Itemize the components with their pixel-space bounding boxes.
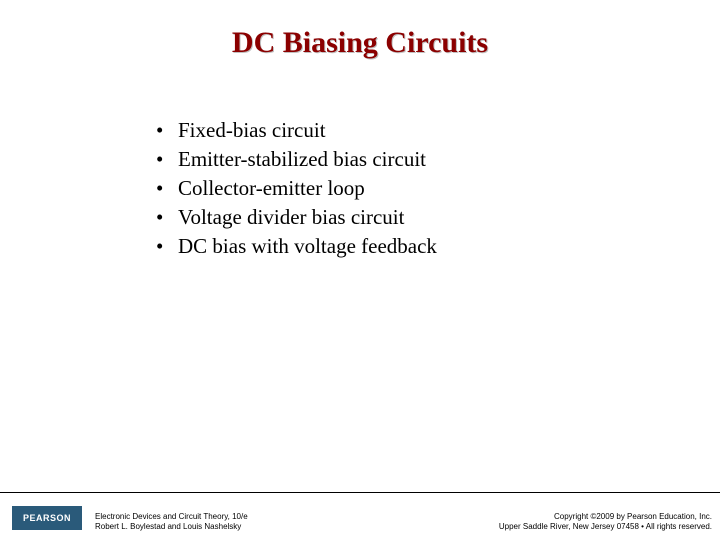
list-item: •DC bias with voltage feedback (156, 234, 437, 259)
credits-right-line1: Copyright ©2009 by Pearson Education, In… (499, 512, 712, 522)
list-item: •Voltage divider bias circuit (156, 205, 437, 230)
bullet-dot: • (156, 234, 178, 259)
credits-right-line2: Upper Saddle River, New Jersey 07458 • A… (499, 522, 712, 532)
bullet-list: •Fixed-bias circuit •Emitter-stabilized … (156, 118, 437, 263)
list-item: •Collector-emitter loop (156, 176, 437, 201)
list-item-label: Collector-emitter loop (178, 176, 365, 200)
slide-title: DC Biasing Circuits (0, 26, 720, 60)
list-item-label: Voltage divider bias circuit (178, 205, 404, 229)
pearson-logo: PEARSON (12, 506, 82, 530)
bullet-dot: • (156, 176, 178, 201)
credits-left: Electronic Devices and Circuit Theory, 1… (95, 512, 248, 532)
list-item-label: Fixed-bias circuit (178, 118, 326, 142)
bullet-dot: • (156, 118, 178, 143)
bullet-dot: • (156, 147, 178, 172)
list-item: •Emitter-stabilized bias circuit (156, 147, 437, 172)
footer: PEARSON Electronic Devices and Circuit T… (0, 492, 720, 540)
slide: DC Biasing Circuits •Fixed-bias circuit … (0, 0, 720, 540)
list-item: •Fixed-bias circuit (156, 118, 437, 143)
credits-left-line1: Electronic Devices and Circuit Theory, 1… (95, 512, 248, 522)
credits-right: Copyright ©2009 by Pearson Education, In… (499, 512, 712, 532)
list-item-label: Emitter-stabilized bias circuit (178, 147, 426, 171)
bullet-dot: • (156, 205, 178, 230)
list-item-label: DC bias with voltage feedback (178, 234, 437, 258)
credits-left-line2: Robert L. Boylestad and Louis Nashelsky (95, 522, 248, 532)
